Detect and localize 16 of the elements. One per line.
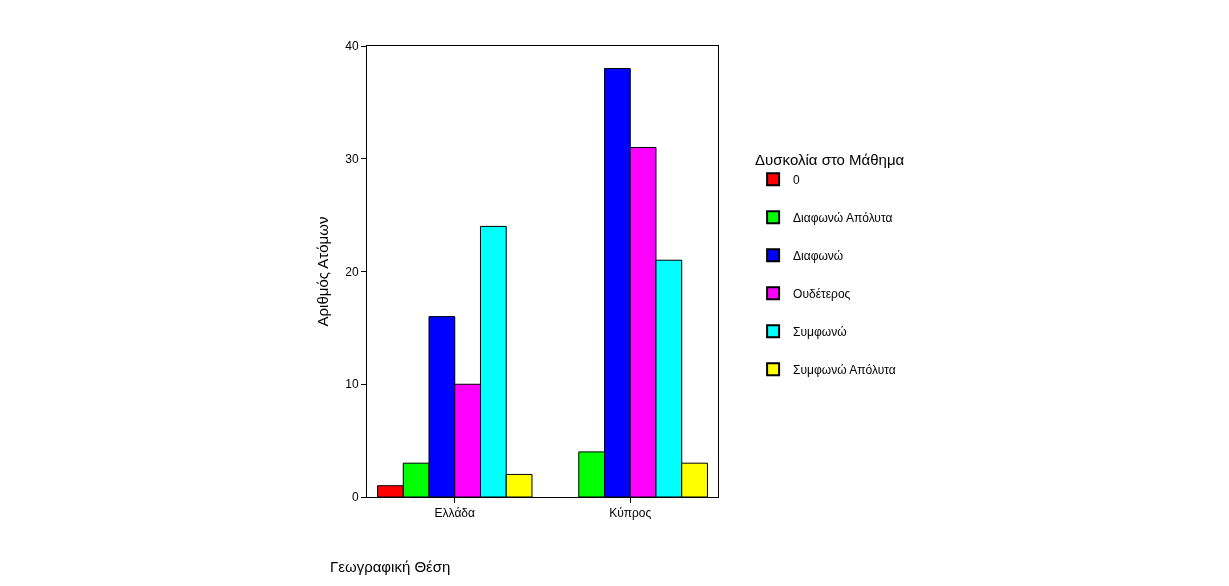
y-tick-label: 10 [345, 377, 359, 392]
legend-label: Συμφωνώ Απόλυτα [793, 362, 896, 377]
y-tick-label: 40 [345, 39, 359, 54]
x-axis-title: Γεωγραφική Θέση [330, 558, 451, 575]
y-tick-label: 0 [351, 490, 359, 505]
legend-label: Ουδέτερος [793, 286, 851, 301]
legend-label: 0 [793, 172, 801, 187]
legend-title: Δυσκολία στο Μάθημα [755, 150, 905, 168]
y-tick-label: 30 [345, 151, 359, 166]
legend-label: Διαφωνώ [793, 248, 844, 263]
legend-label: Συμφωνώ [793, 324, 847, 339]
x-tick-label: Ελλάδα [434, 506, 475, 521]
x-tick-label: Κύπρος [609, 506, 652, 521]
y-axis-title: Αριθμός Ατόμων [314, 216, 332, 327]
legend-label: Διαφωνώ Απόλυτα [793, 210, 893, 225]
y-tick-label: 20 [345, 264, 359, 279]
